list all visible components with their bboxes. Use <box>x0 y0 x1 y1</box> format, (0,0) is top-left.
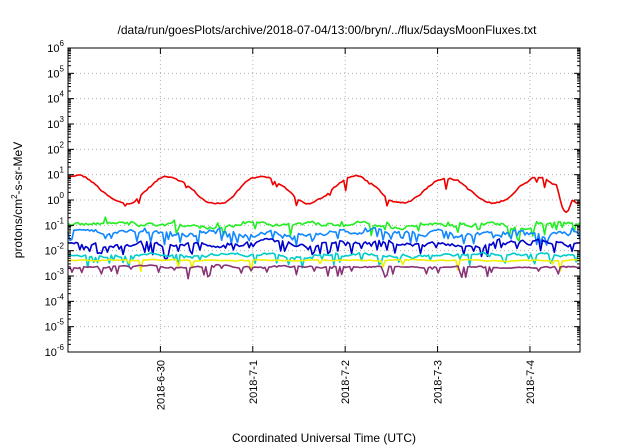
y-tick-label: 10-3 <box>45 267 65 283</box>
x-axis: 2018-6-30 2018-7-1 2018-7-2 2018-7-3 2018-7-… <box>155 48 537 410</box>
y-tick-label: 105 <box>47 64 64 80</box>
x-axis-label: Coordinated Universal Time (UTC) <box>232 431 416 445</box>
y-tick-label: 106 <box>47 39 64 55</box>
x-tick-label: 2018-7-4 <box>525 360 537 404</box>
x-tick-label: 2018-7-2 <box>340 360 352 404</box>
y-tick-label: 101 <box>47 166 64 182</box>
y-axis-label-main: protons/cm <box>11 199 25 258</box>
series-line <box>67 226 581 247</box>
x-tick-label: 2018-7-3 <box>433 360 445 404</box>
y-tick-label: 103 <box>47 115 64 131</box>
series-line <box>67 174 581 213</box>
y-tick-label: 10-5 <box>45 318 65 334</box>
x-tick-label: 2018-6-30 <box>155 360 167 410</box>
series-line <box>67 263 581 280</box>
y-tick-label: 100 <box>47 191 64 207</box>
y-axis: 10-6 10-5 10-4 10-3 10-2 10-1 100 101 102 103 104 1… <box>45 39 580 359</box>
y-tick-label: 10-4 <box>45 292 65 308</box>
y-tick-label: 10-6 <box>45 343 65 359</box>
grid <box>68 48 580 352</box>
y-tick-label: 10-1 <box>45 216 65 232</box>
chart-title: /data/run/goesPlots/archive/2018-07-04/1… <box>118 23 538 37</box>
y-tick-label: 104 <box>47 90 64 106</box>
series-line <box>67 216 581 242</box>
series-line <box>67 258 581 273</box>
x-tick-label: 2018-7-1 <box>248 360 260 404</box>
y-tick-label: 10-2 <box>45 242 65 258</box>
y-axis-label-units: -s-sr-MeV <box>11 142 25 195</box>
y-axis-label: protons/cm2-s-sr-MeV <box>10 142 25 258</box>
series-lines <box>67 174 581 280</box>
y-axis-label-superscript: 2 <box>10 194 19 199</box>
series-line <box>67 237 581 261</box>
y-tick-label: 102 <box>47 140 64 156</box>
series-line <box>67 251 581 269</box>
